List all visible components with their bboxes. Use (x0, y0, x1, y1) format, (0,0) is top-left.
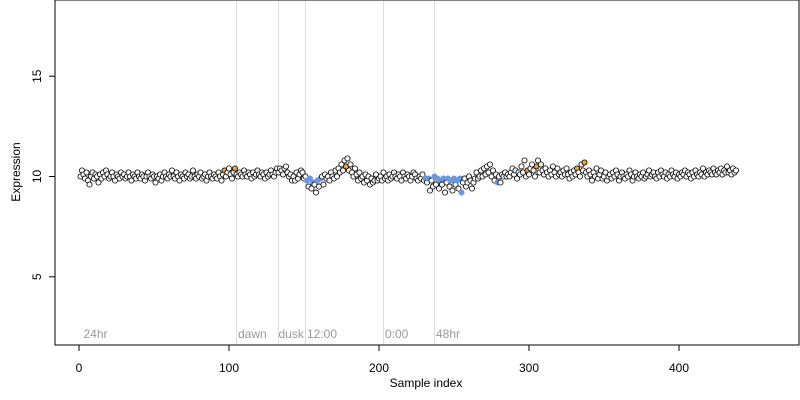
data-point (426, 187, 433, 194)
time-annotations: 24hr dawn dusk 12:00 0:00 48hr (84, 327, 461, 341)
data-point (344, 155, 351, 162)
x-tick-label: 300 (519, 361, 539, 375)
data-point (521, 157, 528, 164)
data-point (231, 165, 238, 172)
data-point (312, 189, 319, 196)
y-axis-title: Expression (9, 142, 23, 201)
data-point (733, 167, 740, 174)
y-tick-label: 15 (30, 69, 44, 83)
data-point (526, 171, 533, 178)
data-point (577, 173, 584, 180)
data-point (563, 165, 570, 172)
x-tick-label: 200 (369, 361, 389, 375)
annotation-label: dawn (238, 327, 267, 341)
data-point (530, 167, 537, 174)
data-point (446, 183, 453, 190)
data-point (83, 169, 90, 176)
data-point (538, 161, 545, 168)
data-point (228, 175, 235, 182)
data-point (455, 185, 462, 192)
annotation-label: dusk (279, 327, 305, 341)
data-point (497, 179, 504, 186)
data-point (95, 179, 102, 186)
data-point (225, 165, 232, 172)
annotation-label: 48hr (436, 327, 460, 341)
data-point (428, 177, 435, 184)
y-axis: 5 10 15 (30, 69, 56, 280)
x-tick-label: 0 (76, 361, 83, 375)
annotation-label: 0:00 (385, 327, 409, 341)
data-point (419, 171, 426, 178)
data-point (532, 173, 539, 180)
data-point (351, 165, 358, 172)
data-point (432, 181, 439, 188)
data-point (581, 159, 588, 166)
data-point (306, 175, 313, 182)
x-tick-label: 400 (669, 361, 689, 375)
data-points (77, 155, 740, 196)
data-point (589, 177, 596, 184)
annotation-label: 24hr (84, 327, 108, 341)
data-point (347, 161, 354, 168)
data-point (535, 157, 542, 164)
data-point (380, 169, 387, 176)
data-point (449, 187, 456, 194)
annotation-label: 12:00 (307, 327, 337, 341)
data-point (299, 169, 306, 176)
data-point (441, 189, 448, 196)
data-point (486, 161, 493, 168)
data-point (356, 169, 363, 176)
data-point (700, 165, 707, 172)
data-point (218, 177, 225, 184)
y-tick-label: 10 (30, 170, 44, 184)
data-point (435, 185, 442, 192)
data-point (468, 185, 475, 192)
data-point (282, 163, 289, 170)
data-point (554, 165, 561, 172)
x-axis-title: Sample index (390, 376, 463, 390)
data-point (86, 181, 93, 188)
data-point (724, 163, 731, 170)
data-point (308, 185, 315, 192)
data-point (458, 189, 465, 196)
y-tick-label: 5 (30, 273, 44, 280)
data-point (333, 173, 340, 180)
data-point (189, 167, 196, 174)
data-point (518, 163, 525, 170)
x-axis: 0 100 200 300 400 (76, 344, 689, 375)
data-point (320, 181, 327, 188)
x-tick-label: 100 (219, 361, 239, 375)
data-point (152, 179, 159, 186)
data-point (514, 175, 521, 182)
data-point (489, 167, 496, 174)
data-point (339, 167, 346, 174)
